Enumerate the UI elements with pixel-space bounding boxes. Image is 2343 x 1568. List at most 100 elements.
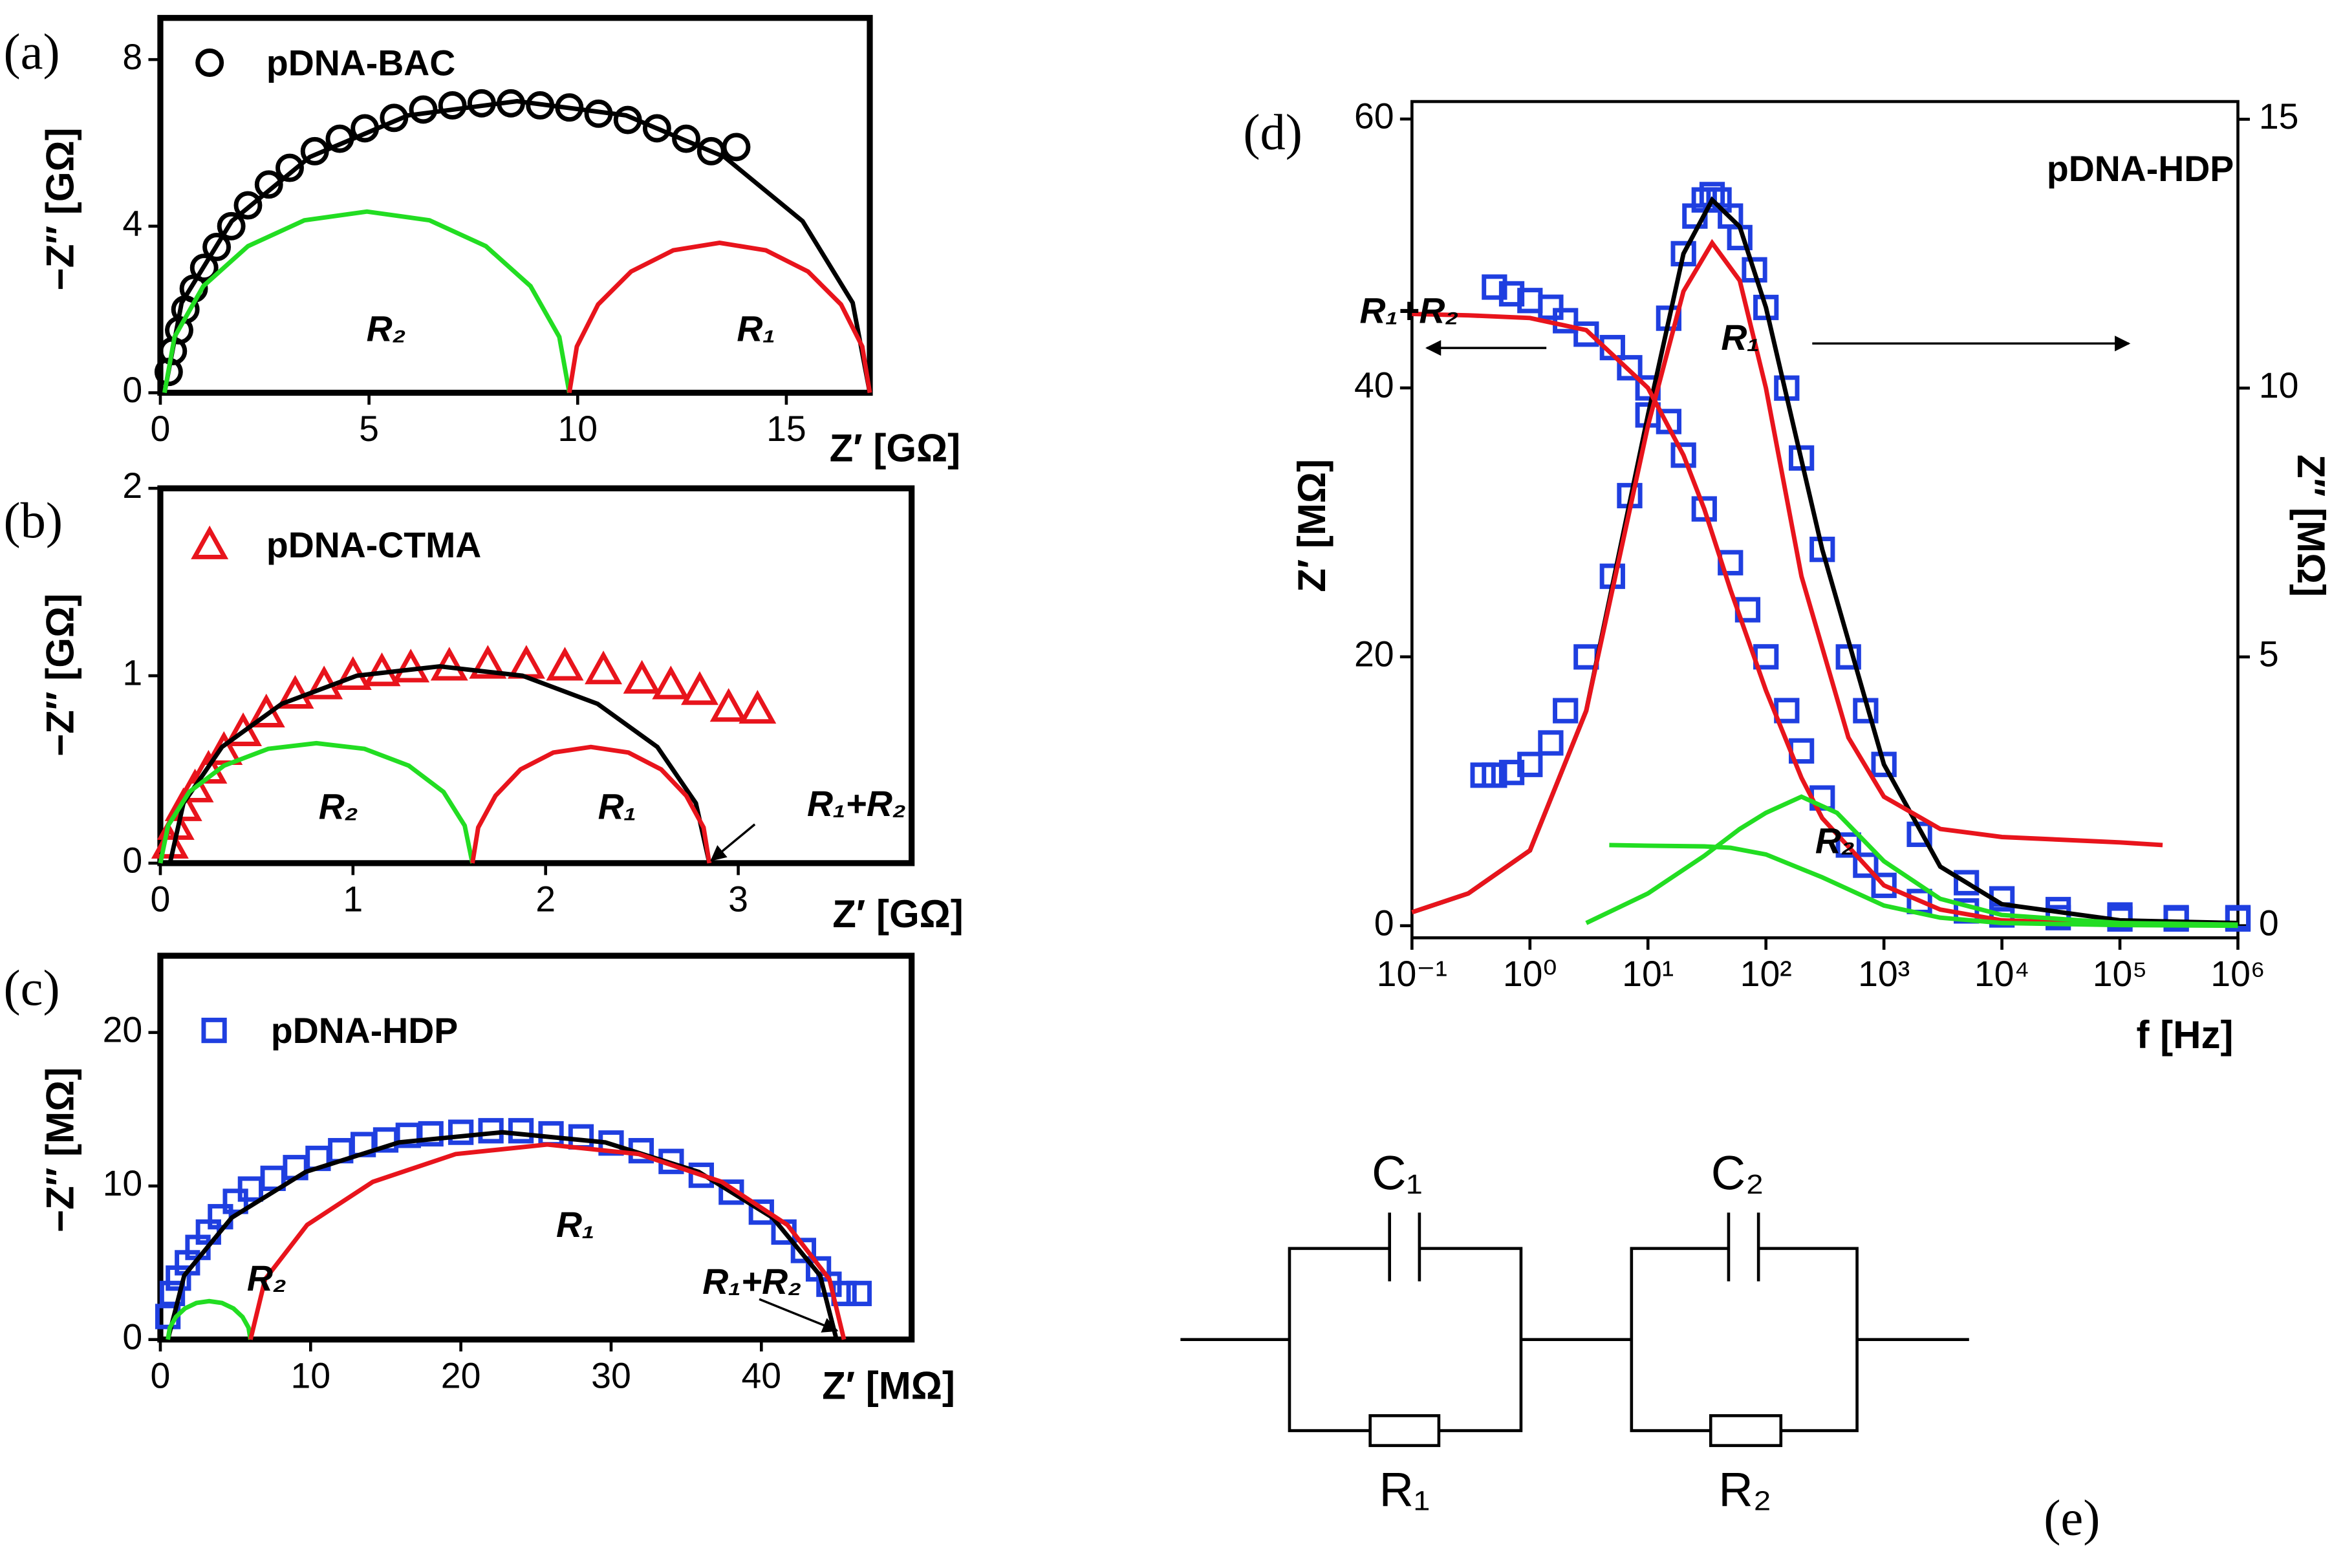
panel-label: (b): [3, 492, 63, 548]
data-point: [507, 645, 545, 679]
legend-marker: [201, 1017, 227, 1044]
data-point: [709, 688, 748, 722]
y-tick-label: 10: [103, 1163, 143, 1203]
resistor: [1709, 1414, 1783, 1447]
data-point: [189, 749, 228, 784]
y-tick-label: 0: [122, 370, 142, 410]
y-tick-label: 60: [1354, 96, 1394, 136]
data-point: [224, 712, 263, 746]
fit-line: [158, 740, 475, 864]
data-point: [1482, 274, 1507, 300]
data-point: [642, 114, 671, 143]
data-point: [1954, 870, 1980, 896]
x-tick-label: 10⁻¹: [1377, 954, 1447, 994]
fit-line: [166, 1298, 253, 1340]
circuit-label: C₁: [1372, 1146, 1422, 1199]
y2-tick-label: 15: [2259, 96, 2299, 136]
x-tick-label: 10¹: [1622, 954, 1674, 994]
circuit-loop: [1288, 1247, 1523, 1432]
data-point: [159, 1280, 186, 1307]
data-point: [1753, 294, 1779, 321]
y2-tick-label: 5: [2259, 634, 2279, 674]
y-tick-label: 0: [122, 841, 142, 881]
y-tick-label: 1: [122, 653, 142, 693]
annotation: R₁: [556, 1205, 595, 1245]
panel: 0 10 20 30 40 0 10 20 pDNA-HDP R₂ R₁ R₁+R₂ Z′ [MΩ] −Z…: [3, 952, 955, 1408]
annotation: R₁+R₂: [807, 784, 906, 824]
annotation: R₂: [1815, 821, 1855, 861]
data-point: [448, 1119, 474, 1145]
data-point: [217, 211, 246, 241]
data-point: [846, 1280, 872, 1307]
circuit-label: R₁: [1379, 1463, 1430, 1516]
y-tick-label: 0: [122, 1316, 142, 1357]
panel-label: (d): [1243, 103, 1302, 160]
plot-frame: [157, 952, 915, 1343]
panel-label: (c): [3, 960, 59, 1016]
data-point: [623, 660, 661, 694]
fit-line: [1411, 239, 2163, 915]
data-point: [1553, 308, 1579, 334]
data-point: [1538, 730, 1564, 756]
x-axis-label: Z′ [GΩ]: [830, 426, 961, 469]
x-tick-label: 10³: [1858, 954, 1910, 994]
x-tick-label: 1: [343, 879, 363, 919]
data-point: [739, 690, 777, 724]
annotation: R₁: [598, 786, 637, 826]
fit-line: [567, 241, 872, 393]
data-point: [1809, 537, 1835, 563]
fit-line: [1609, 843, 2238, 929]
x-tick-label: 0: [151, 879, 171, 919]
data-point: [233, 191, 263, 220]
x-tick-label: 30: [591, 1355, 631, 1395]
x-tick-label: 3: [728, 879, 748, 919]
data-point: [1617, 355, 1643, 381]
data-point: [418, 1121, 444, 1147]
legend-marker: [195, 48, 224, 77]
y-tick-label: 20: [103, 1009, 143, 1049]
panel-label: (a): [3, 23, 59, 80]
annotation: R₁+R₂: [702, 1262, 801, 1302]
data-point: [1691, 496, 1717, 522]
x-tick-label: 10⁵: [2093, 954, 2148, 994]
y-axis-label: −Z″ [MΩ]: [39, 1068, 82, 1232]
data-point: [585, 650, 623, 685]
data-point: [438, 91, 467, 120]
x-tick-label: 20: [441, 1355, 481, 1395]
data-point: [1553, 698, 1579, 724]
annotation: R₁: [737, 308, 775, 349]
x-tick-label: 2: [535, 879, 556, 919]
y2-tick-label: 0: [2259, 903, 2279, 943]
y-tick-label: 2: [122, 466, 142, 506]
fit-line: [1585, 794, 2238, 927]
fit-line: [162, 99, 872, 394]
x-tick-label: 10: [557, 409, 598, 449]
data-point: [722, 133, 751, 162]
data-point: [254, 170, 283, 199]
x-tick-label: 40: [741, 1355, 781, 1395]
data-point: [202, 233, 232, 261]
data-point: [652, 665, 690, 700]
panel: 0 1 2 3 0 1 2 pDNA-CTMA R₂ R₁ R₁+R₂ Z′ [GΩ] −Z″ [GΩ]…: [3, 466, 963, 936]
legend-label: pDNA-HDP: [271, 1011, 458, 1051]
data-point: [2225, 905, 2251, 930]
y-tick-label: 40: [1354, 365, 1394, 405]
annotation: R₁+R₂: [1360, 291, 1459, 331]
y-tick-label: 8: [122, 37, 142, 77]
capacitor: [1388, 1212, 1421, 1282]
annotation: pDNA-HDP: [2047, 149, 2234, 189]
x-tick-label: 10⁶: [2210, 954, 2265, 994]
legend-label: pDNA-BAC: [266, 43, 455, 83]
circuit: C₁ R₁ C₂ R₂ (e): [1180, 1146, 2100, 1546]
data-point: [1498, 760, 1525, 786]
circuit-loop: [1630, 1247, 1859, 1432]
plot-frame: [157, 15, 873, 396]
panel-label: (e): [2044, 1490, 2100, 1546]
data-point: [568, 1124, 594, 1150]
data-point: [1853, 852, 1879, 878]
data-point: [276, 674, 314, 709]
data-point: [546, 647, 584, 681]
data-point: [164, 787, 202, 821]
data-point: [672, 124, 700, 153]
